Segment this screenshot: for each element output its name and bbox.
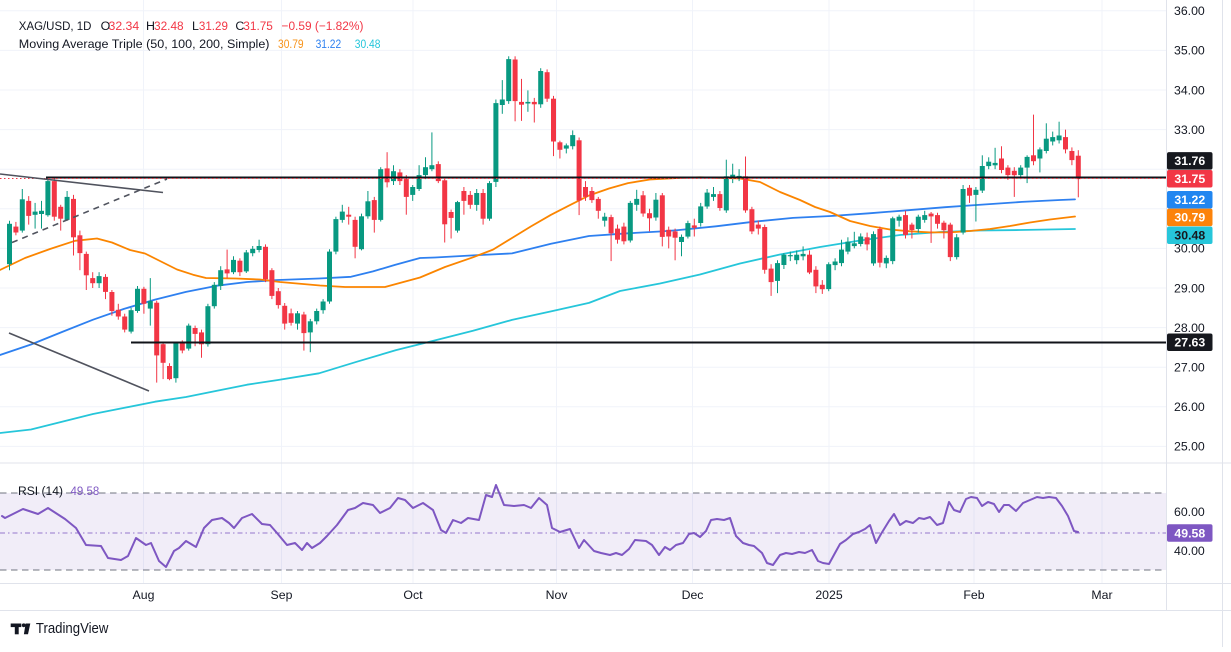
- svg-text:60.00: 60.00: [1174, 505, 1205, 519]
- svg-text:32.48: 32.48: [154, 19, 184, 33]
- svg-text:RSI (14): RSI (14): [18, 484, 63, 498]
- svg-text:25.00: 25.00: [1174, 440, 1205, 454]
- svg-text:O: O: [101, 19, 111, 33]
- svg-text:−0.59 (−1.82%): −0.59 (−1.82%): [282, 19, 364, 33]
- svg-text:30.79: 30.79: [1174, 211, 1205, 225]
- svg-text:Moving Average Triple (50, 100: Moving Average Triple (50, 100, 200, Sim…: [19, 37, 270, 51]
- svg-text:Sep: Sep: [271, 588, 293, 602]
- svg-text:28.00: 28.00: [1174, 321, 1205, 335]
- svg-text:49.58: 49.58: [71, 484, 100, 498]
- svg-text:29.00: 29.00: [1174, 281, 1205, 295]
- svg-text:33.00: 33.00: [1174, 123, 1205, 137]
- svg-text:Mar: Mar: [1091, 588, 1112, 602]
- svg-text:H: H: [146, 19, 155, 33]
- svg-text:31.29: 31.29: [199, 19, 228, 33]
- svg-text:31.75: 31.75: [243, 19, 273, 33]
- svg-text:31.75: 31.75: [1174, 172, 1205, 186]
- svg-text:30.48: 30.48: [355, 37, 381, 51]
- svg-text:35.00: 35.00: [1174, 44, 1205, 58]
- svg-text:34.00: 34.00: [1174, 83, 1205, 97]
- svg-text:2025: 2025: [815, 588, 843, 602]
- svg-text:L: L: [192, 19, 199, 33]
- svg-text:27.63: 27.63: [1174, 336, 1205, 350]
- svg-text:32.34: 32.34: [109, 19, 140, 33]
- svg-text:TradingView: TradingView: [36, 621, 109, 637]
- svg-text:XAG/USD, 1D: XAG/USD, 1D: [19, 19, 92, 33]
- svg-text:31.76: 31.76: [1174, 154, 1205, 168]
- svg-text:Dec: Dec: [682, 588, 704, 602]
- svg-text:31.22: 31.22: [316, 37, 342, 51]
- svg-text:30.79: 30.79: [278, 37, 304, 51]
- svg-text:40.00: 40.00: [1174, 544, 1205, 558]
- svg-text:36.00: 36.00: [1174, 4, 1205, 18]
- svg-text:Aug: Aug: [133, 588, 155, 602]
- svg-text:27.00: 27.00: [1174, 361, 1205, 375]
- svg-text:C: C: [235, 19, 244, 33]
- svg-text:Feb: Feb: [963, 588, 984, 602]
- svg-text:49.58: 49.58: [1174, 526, 1205, 540]
- svg-text:Oct: Oct: [403, 588, 423, 602]
- svg-text:Nov: Nov: [546, 588, 569, 602]
- svg-text:30.00: 30.00: [1174, 242, 1205, 256]
- svg-text:30.48: 30.48: [1174, 229, 1205, 243]
- svg-text:31.22: 31.22: [1174, 193, 1205, 207]
- svg-text:26.00: 26.00: [1174, 400, 1205, 414]
